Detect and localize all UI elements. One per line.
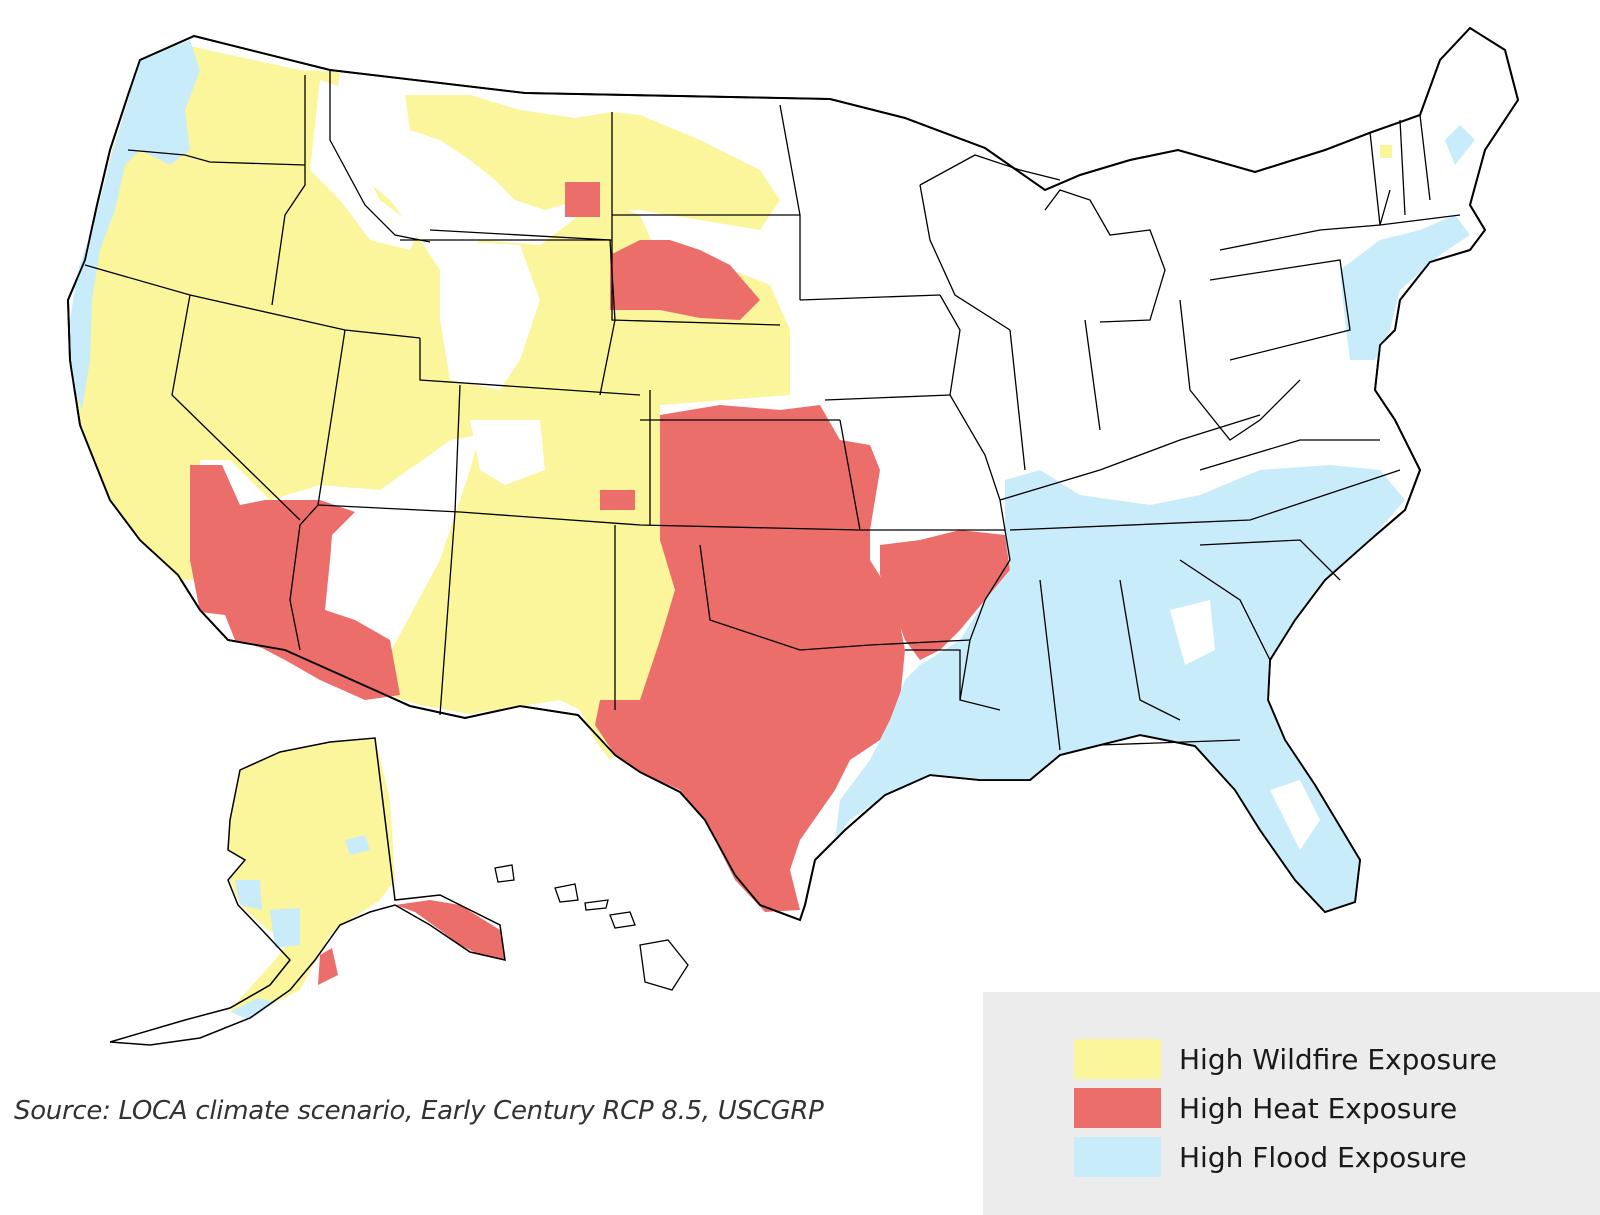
heat-south-dakota [610,240,760,320]
alaska-outline [109,737,506,1046]
border-ms-al [1039,579,1061,751]
heat-plains-texas [595,405,905,912]
border-arizona-nm [289,504,319,651]
flood-pacific-coast [70,40,200,410]
border-colorado-west [454,384,461,513]
hawaii-molokai [584,899,609,911]
wildfire-regions [72,45,1392,1015]
heat-regions [190,182,1290,985]
border-dakotas-nebraska [611,112,781,326]
hawaii [494,864,689,991]
flood-alaska-southwest [235,880,262,910]
flood-maine-coast [1445,125,1475,165]
flood-northeast-coast [1340,215,1470,360]
border-nh-maine [1419,114,1431,201]
legend-item-heat: High Heat Exposure [1074,1088,1457,1128]
hawaii-kauai [494,864,515,883]
heat-arkansas-ozarks [880,530,1010,660]
border-iowa-missouri [824,394,951,401]
border-vt-nh [1399,119,1406,216]
border-carolinas [1199,539,1341,581]
border-virginia [1199,439,1380,471]
legend-item-flood: High Flood Exposure [1074,1137,1467,1177]
border-pennsylvania [1209,259,1351,361]
coverage-gaps [310,80,1320,850]
border-florida [1099,739,1241,746]
heat-alaska-southeast [395,900,505,960]
border-michigan-lower [1044,189,1166,323]
gap-south-georgia [1170,600,1215,665]
border-oklahoma-texas [699,544,871,651]
border-tennessee [1009,469,1401,531]
map-legend: High Wildfire Exposure High Heat Exposur… [983,992,1600,1215]
border-ohio-east [1179,299,1191,391]
border-wv [1189,379,1301,441]
flood-alaska-interior [345,835,370,855]
border-michigan-upper [919,154,1061,186]
gap-colorado [470,420,545,485]
heat-southwest [190,465,400,700]
flood-southeast [835,465,1405,912]
source-note: Source: LOCA climate scenario, Early Cen… [14,1096,824,1126]
gap-florida [1270,780,1320,850]
border-idaho-west [271,75,306,306]
border-washington-oregon [127,149,306,166]
legend-label-wildfire: High Wildfire Exposure [1179,1042,1497,1076]
wildfire-west-region [72,45,790,760]
heat-montana-spot [565,182,600,217]
hawaii-oahu [554,883,579,903]
border-new-mexico-west [439,511,456,716]
us-lower48-outline [67,26,1519,922]
legend-item-wildfire: High Wildfire Exposure [1074,1039,1497,1079]
heat-alaska-kenai [318,948,338,985]
flood-regions [70,40,1475,1020]
state-borders [84,70,1461,751]
border-nevada-east [171,294,301,521]
border-kansas-missouri [839,419,861,531]
gap-idaho [310,80,420,250]
border-four-corners-ew [317,504,861,531]
gap-wyoming [440,240,540,390]
border-mass-south [1379,214,1461,226]
hawaii-maui [609,911,636,929]
flood-alaska-peninsula [270,908,300,948]
border-dakota-minnesota [779,104,801,300]
hawaii-big-island [639,939,689,991]
border-arkansas-south [869,639,971,646]
flood-alaska-chain [230,998,275,1020]
border-oregon-california [84,264,191,296]
legend-swatch-wildfire [1074,1039,1161,1079]
heat-colorado-spot [600,490,635,510]
wildfire-montana-dakota [405,95,780,230]
border-utah-colorado [419,338,641,396]
legend-label-flood: High Flood Exposure [1179,1140,1467,1174]
border-new-england-vertical [1369,131,1381,226]
legend-label-heat: High Heat Exposure [1179,1091,1458,1125]
legend-swatch-flood [1074,1137,1161,1177]
border-mn-iowa [799,294,941,301]
border-ga-sc [1179,559,1271,661]
wildfire-alaska [228,738,395,1015]
border-montana-idaho [329,70,431,243]
border-al-ga [1119,579,1181,721]
border-utah-nevada [317,329,346,506]
wildfire-vermont [1380,145,1392,158]
border-indiana-east [1084,319,1101,431]
border-wisconsin [919,184,1011,331]
legend-swatch-heat [1074,1088,1161,1128]
border-new-york [1219,189,1391,251]
border-louisiana [905,649,1001,711]
border-illinois-east [1009,329,1026,471]
